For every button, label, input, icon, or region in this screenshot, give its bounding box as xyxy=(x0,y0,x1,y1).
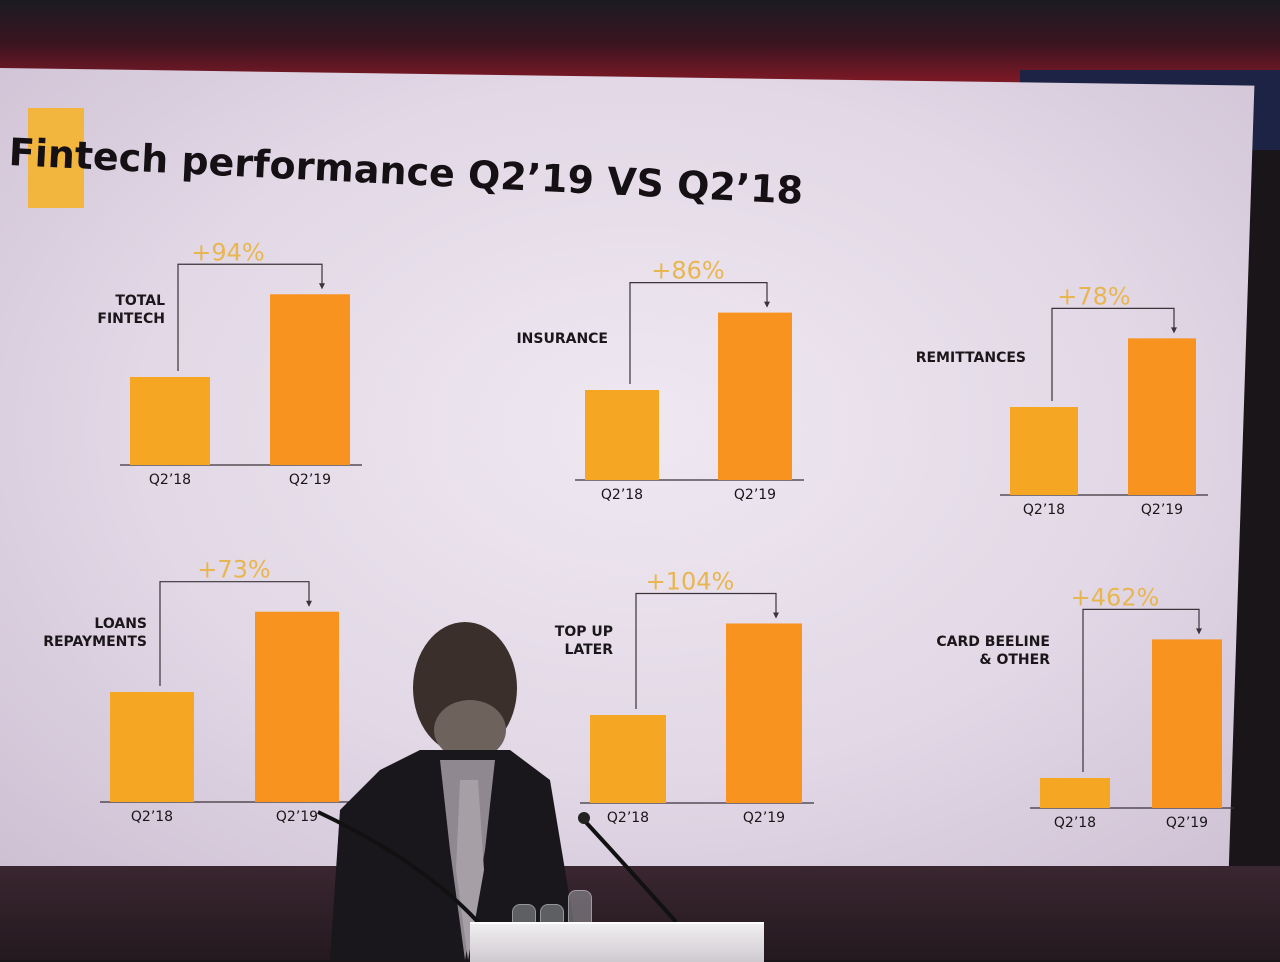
growth-label: +73% xyxy=(197,556,270,584)
tick-label-q2-18: Q2’18 xyxy=(1023,502,1065,518)
growth-connector xyxy=(159,581,310,686)
category-label: & OTHER xyxy=(979,652,1050,668)
bar-q2-19 xyxy=(726,623,802,803)
growth-arrowhead xyxy=(773,612,779,619)
growth-label: +104% xyxy=(646,567,735,595)
growth-label: +94% xyxy=(191,238,264,266)
title-accent-block xyxy=(28,108,84,208)
bar-q2-19 xyxy=(1128,338,1196,495)
bar-q2-18 xyxy=(110,692,194,802)
category-label: REPAYMENTS xyxy=(43,634,147,650)
category-label: LOANS xyxy=(94,616,147,632)
category-label: TOP UP xyxy=(555,624,613,640)
growth-connector xyxy=(1051,307,1175,401)
growth-arrowhead xyxy=(306,600,312,607)
tick-label-q2-19: Q2’19 xyxy=(289,472,331,488)
category-label: REMITTANCES xyxy=(916,350,1026,366)
bar-q2-19 xyxy=(270,294,350,465)
category-label: INSURANCE xyxy=(516,331,608,347)
growth-label: +78% xyxy=(1057,282,1130,310)
growth-arrowhead xyxy=(1171,327,1177,334)
podium xyxy=(470,922,764,962)
tick-label-q2-19: Q2’19 xyxy=(1141,502,1183,518)
tick-label-q2-19: Q2’19 xyxy=(1166,815,1208,831)
growth-connector xyxy=(635,592,777,709)
bar-q2-18 xyxy=(1040,778,1110,808)
tick-label-q2-19: Q2’19 xyxy=(734,487,776,503)
category-label: CARD BEELINE xyxy=(936,634,1050,650)
tick-label-q2-18: Q2’18 xyxy=(149,472,191,488)
growth-arrowhead xyxy=(319,283,325,290)
category-label: LATER xyxy=(564,642,613,658)
growth-connector xyxy=(177,263,323,371)
growth-connector xyxy=(1082,608,1200,772)
bar-q2-19 xyxy=(718,312,792,480)
category-label: FINTECH xyxy=(97,311,165,327)
tick-label-q2-19: Q2’19 xyxy=(743,810,785,826)
bar-q2-19 xyxy=(1152,639,1222,808)
growth-arrowhead xyxy=(764,301,770,308)
tick-label-q2-19: Q2’19 xyxy=(276,809,318,825)
bar-q2-18 xyxy=(590,715,666,803)
tick-label-q2-18: Q2’18 xyxy=(607,810,649,826)
growth-connector xyxy=(629,282,768,384)
growth-label: +86% xyxy=(651,257,724,285)
bar-q2-18 xyxy=(585,390,659,480)
growth-label: +462% xyxy=(1071,583,1160,611)
tick-label-q2-18: Q2’18 xyxy=(1054,815,1096,831)
category-label: TOTAL xyxy=(115,293,165,309)
tick-label-q2-18: Q2’18 xyxy=(131,809,173,825)
bar-q2-19 xyxy=(255,611,339,802)
bar-q2-18 xyxy=(1010,407,1078,495)
tick-label-q2-18: Q2’18 xyxy=(601,487,643,503)
growth-arrowhead xyxy=(1196,628,1202,635)
bar-q2-18 xyxy=(130,377,210,465)
